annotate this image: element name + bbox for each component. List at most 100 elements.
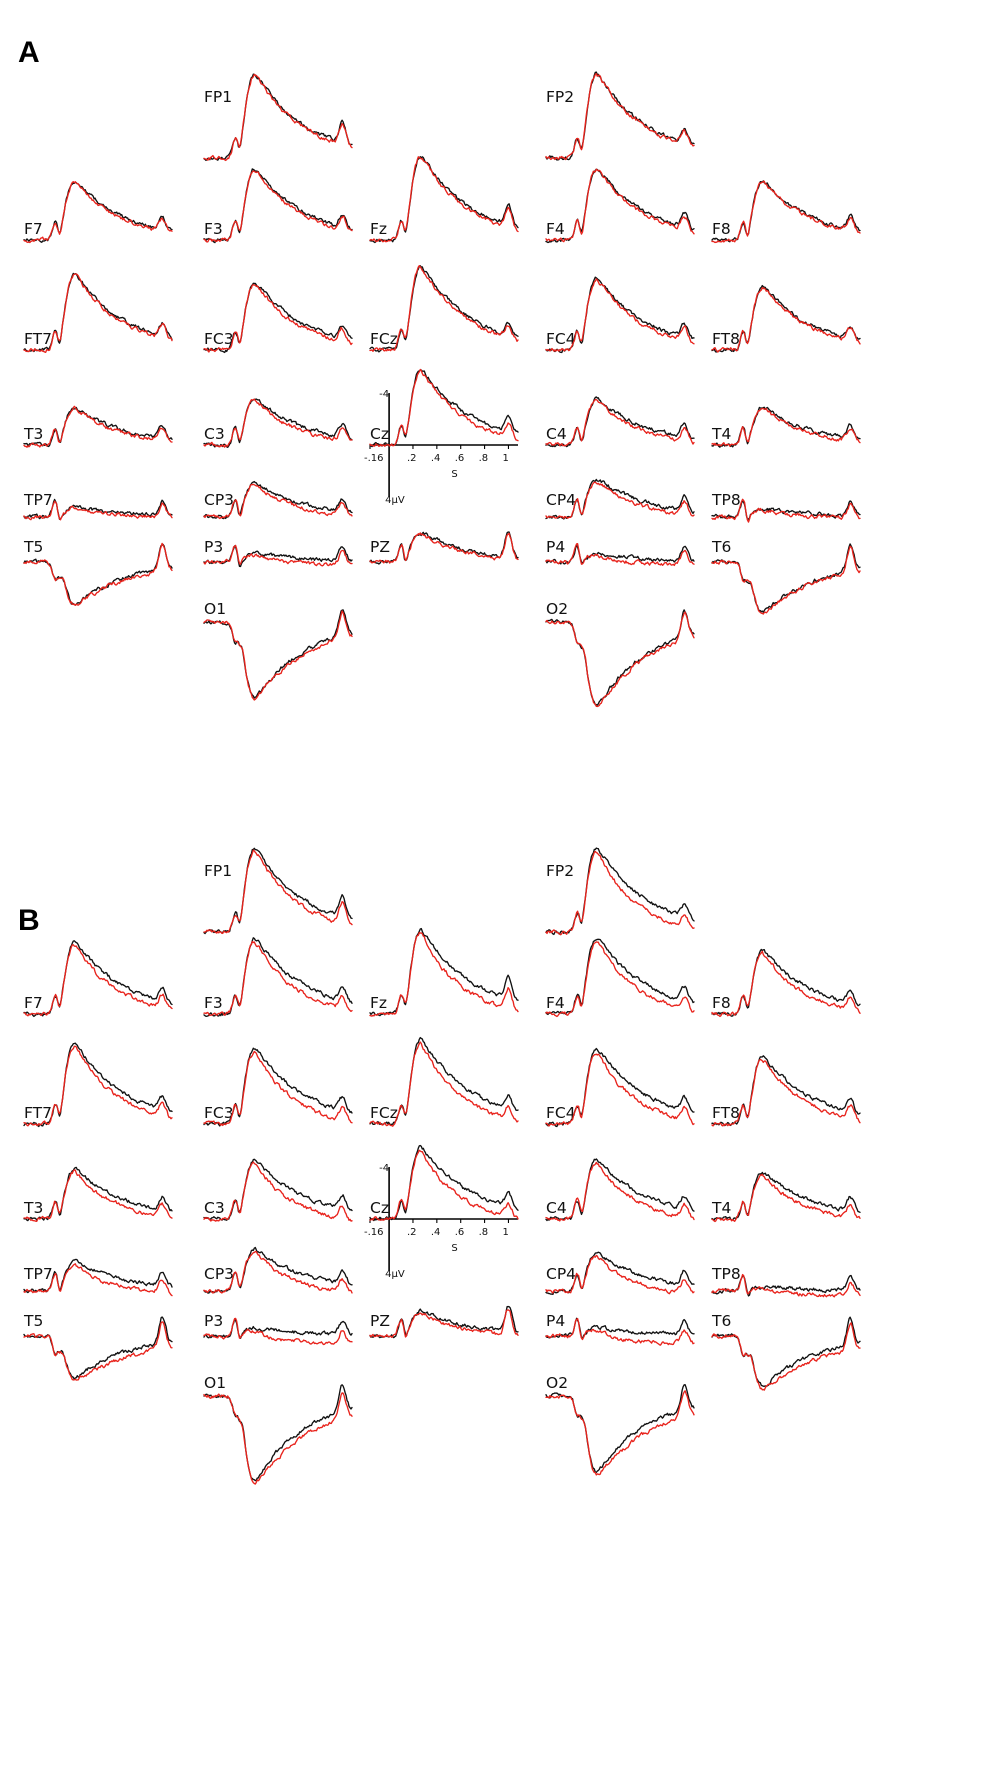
channel-t5: T5: [23, 1312, 173, 1381]
channel-t6: T6: [711, 538, 861, 615]
channel-fz: Fz: [369, 927, 519, 1017]
trace-red: [545, 850, 695, 936]
trace-red: [23, 1045, 173, 1127]
channel-label: F8: [712, 220, 731, 238]
trace-red: [203, 610, 353, 701]
channel-label: CP3: [204, 1265, 234, 1283]
channel-c4: C4: [545, 1158, 695, 1222]
x-tick-label: .2: [407, 1227, 417, 1238]
channel-label: FCz: [370, 330, 398, 348]
trace-red: [203, 73, 353, 162]
trace-red: [711, 1173, 861, 1223]
channel-cz: Cz -4 4µV -.16 .2 .4 .6 .8 1 S: [364, 368, 519, 506]
channel-label: P4: [546, 538, 565, 556]
trace-black: [23, 1166, 173, 1222]
channel-f8: F8: [711, 948, 861, 1018]
channel-label: TP8: [711, 491, 741, 509]
trace-red: [23, 1169, 173, 1222]
channel-fcz: FCz: [369, 1036, 519, 1127]
trace-red: [203, 398, 353, 448]
trace-red: [711, 180, 861, 244]
trace-red: [203, 940, 353, 1017]
channel-pz: PZ: [369, 531, 519, 565]
channel-label: P3: [204, 1312, 223, 1330]
channel-label: CP3: [204, 491, 234, 509]
channel-label: C3: [204, 1199, 225, 1217]
channel-t4: T4: [711, 1171, 861, 1223]
channel-pz: PZ: [369, 1305, 519, 1339]
x-tick-label: -.16: [364, 1227, 384, 1238]
channel-fp1: FP1: [203, 73, 353, 162]
channel-o2: O2: [545, 1374, 695, 1476]
channel-label: F4: [546, 994, 565, 1012]
channel-label: TP7: [23, 491, 53, 509]
x-tick-label: .8: [479, 453, 489, 464]
trace-red: [545, 1254, 695, 1295]
channel-f7: F7: [23, 181, 173, 244]
trace-red: [369, 368, 519, 447]
channel-o2: O2: [545, 600, 695, 708]
trace-red: [545, 941, 695, 1018]
channel-t3: T3: [23, 405, 173, 448]
trace-red: [711, 407, 861, 447]
channel-label: T4: [711, 425, 731, 443]
channel-label: O2: [546, 1374, 568, 1392]
trace-black: [711, 180, 861, 243]
channel-label: FC3: [204, 330, 234, 348]
trace-red: [203, 483, 353, 520]
channel-fcz: FCz: [369, 265, 519, 353]
channel-label: PZ: [370, 1312, 390, 1330]
channel-label: P4: [546, 1312, 565, 1330]
trace-black: [23, 181, 173, 243]
trace-black: [711, 1055, 861, 1127]
trace-red: [711, 950, 861, 1018]
channel-cz: Cz -4 4µV -.16 .2 .4 .6 .8 1 S: [364, 1144, 519, 1280]
trace-red: [545, 73, 695, 161]
channel-label: F8: [712, 994, 731, 1012]
trace-black: [203, 398, 353, 448]
channel-label: TP8: [711, 1265, 741, 1283]
trace-red: [711, 498, 861, 523]
channel-tp8: TP8: [711, 491, 861, 523]
channel-label: PZ: [370, 538, 390, 556]
channel-fc3: FC3: [203, 1047, 353, 1127]
channel-label: F4: [546, 220, 565, 238]
channel-t3: T3: [23, 1166, 173, 1222]
channel-f3: F3: [203, 168, 353, 244]
trace-black: [369, 1305, 519, 1339]
channel-label: FT7: [24, 1104, 52, 1122]
trace-black: [711, 543, 861, 613]
trace-red: [23, 1321, 173, 1381]
panel-label-b: B: [18, 904, 40, 937]
trace-black: [203, 1158, 353, 1221]
trace-red: [369, 1149, 519, 1221]
x-tick-label: .8: [479, 1227, 489, 1238]
channel-label: FP2: [546, 862, 574, 880]
x-tick-label: .4: [431, 453, 441, 464]
channel-fc4: FC4: [545, 276, 695, 354]
channel-label: T4: [711, 1199, 731, 1217]
trace-black: [23, 1042, 173, 1128]
channel-label: C4: [546, 425, 567, 443]
x-axis-label: S: [451, 1243, 457, 1254]
trace-red: [545, 543, 695, 567]
channel-label: FP2: [546, 88, 574, 106]
y-tick-bottom: 4µV: [385, 1269, 405, 1280]
channel-label: O1: [204, 1374, 226, 1392]
channel-label: Cz: [370, 1199, 389, 1217]
channel-p3: P3: [203, 1312, 353, 1346]
channel-label: TP7: [23, 1265, 53, 1283]
channel-fc4: FC4: [545, 1047, 695, 1128]
trace-black: [23, 406, 173, 448]
panel-b: FP1 FP2 F7 F3 Fz F4 F8 FT7 FC3 FCz FC4 FT8 T3 C3 Cz -4 4…: [23, 847, 861, 1485]
channel-label: FC4: [546, 330, 576, 348]
trace-red: [545, 398, 695, 447]
channel-f7: F7: [23, 940, 173, 1018]
panel-label-a: A: [18, 36, 40, 69]
channel-label: F3: [204, 220, 223, 238]
trace-red: [23, 500, 173, 521]
trace-red: [23, 944, 173, 1017]
channel-ft7: FT7: [23, 1042, 173, 1128]
channel-ft8: FT8: [711, 284, 861, 353]
